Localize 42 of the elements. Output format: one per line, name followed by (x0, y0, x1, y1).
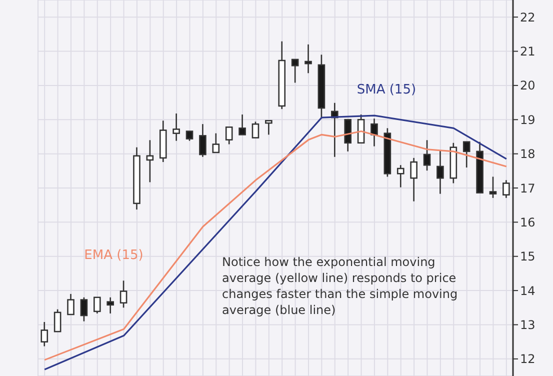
candlestick (225, 126, 233, 145)
candlestick (40, 321, 48, 347)
y-tick-label: 18 (520, 147, 536, 162)
y-tick-label: 16 (520, 215, 536, 230)
candlestick (462, 141, 470, 168)
candlestick (120, 280, 128, 308)
candlestick (489, 176, 497, 199)
y-tick-label: 22 (520, 10, 536, 24)
y-tick-label: 13 (520, 318, 536, 332)
candlestick (54, 308, 62, 332)
candlestick (67, 293, 74, 316)
candlestick (436, 150, 444, 194)
y-tick-label: 15 (520, 250, 536, 264)
series-label: EMA (15) (84, 248, 144, 264)
candlestick (357, 114, 365, 144)
candlestick (238, 114, 246, 136)
y-tick-label: 21 (520, 44, 536, 59)
series-label: SMA (15) (356, 82, 416, 98)
y-tick-label: 20 (520, 78, 536, 93)
candlestick (410, 157, 418, 202)
candlestick (146, 139, 154, 183)
y-tick-label: 12 (520, 352, 536, 366)
candlestick (502, 179, 510, 199)
candlestick (265, 120, 272, 136)
y-tick-label: 14 (520, 284, 536, 298)
candlestick (396, 164, 404, 188)
annotation: Notice how the exponential moving average (yellow line) responds to price changes faster than the simple moving average (blue line) (222, 254, 459, 318)
candlestick (212, 132, 220, 154)
candlestick (106, 296, 114, 314)
candlestick (199, 123, 206, 158)
candlestick (94, 296, 101, 314)
candlestick (186, 130, 194, 142)
candlestick (304, 44, 312, 74)
y-tick-label: 17 (520, 181, 536, 196)
candlestick (80, 296, 88, 322)
candlestick (344, 118, 352, 152)
candlestick (172, 112, 180, 142)
candlestick (252, 121, 260, 138)
candlestick (291, 58, 299, 84)
candlestick (423, 139, 431, 172)
candlestick (370, 118, 378, 147)
y-tick-label: 19 (520, 112, 536, 127)
